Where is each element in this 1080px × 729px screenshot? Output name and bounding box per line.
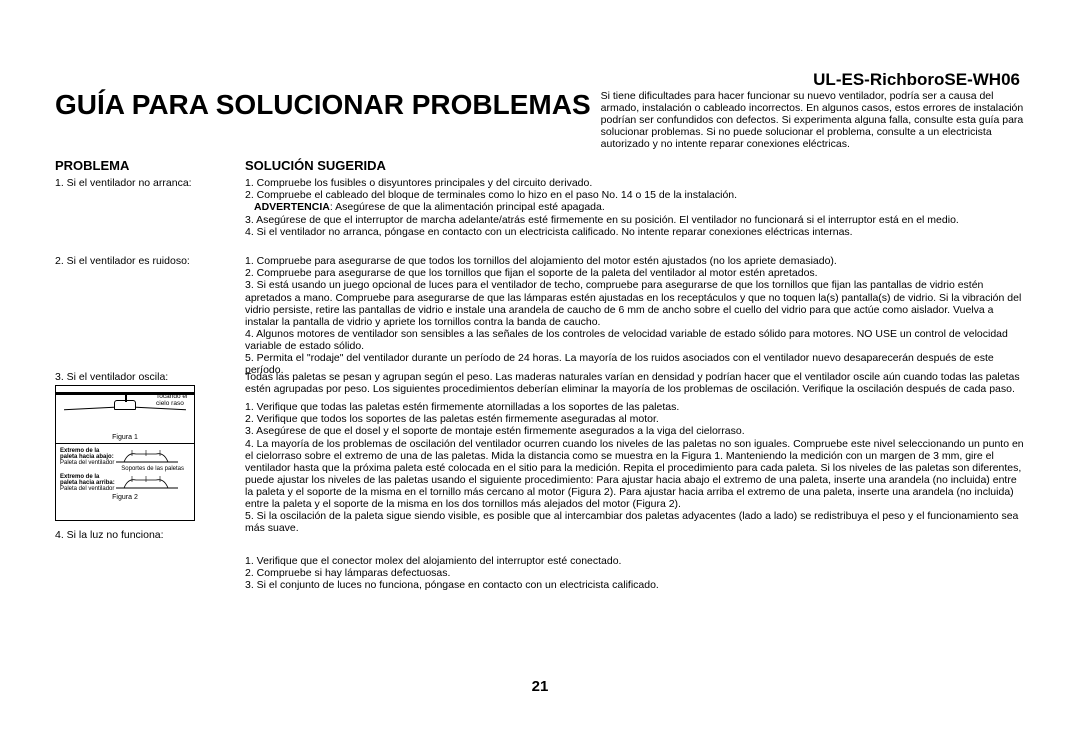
- solution-3-intro: Todas las paletas se pesan y agrupan seg…: [245, 371, 1025, 401]
- s3-line3: 3. Asegúrese de que el dosel y el soport…: [245, 425, 1025, 437]
- fan-body: [114, 400, 136, 410]
- problem-2: 2. Si el ventilador es ruidoso:: [55, 255, 245, 371]
- touching-label: Tocando el cielo raso: [156, 394, 190, 407]
- problem-1: 1. Si el ventilador no arranca:: [55, 177, 245, 255]
- brackets-text: Soportes de las paletas: [60, 466, 190, 472]
- solution-4: 1. Verifique que el conector molex del a…: [245, 555, 1025, 591]
- problem-4: 4. Si la luz no funciona:: [55, 529, 245, 541]
- figure-2-caption: Figura 2: [60, 494, 190, 501]
- fig2-brackets-label: Soportes de las paletas: [60, 466, 190, 472]
- fig2-row-up: Extremo de la paleta hacia arriba: Palet…: [60, 474, 190, 492]
- blade-left: [64, 407, 114, 411]
- bracket-up-icon: [116, 474, 178, 492]
- warning-text: : Asegúrese de que la alimentación princ…: [330, 201, 605, 213]
- s3-line1: 1. Verifique que todas las paletas estén…: [245, 401, 1025, 413]
- s2-line1: 1. Compruebe para asegurarse de que todo…: [245, 255, 1025, 267]
- problem-column: PROBLEMA 1. Si el ventilador no arranca:…: [55, 158, 245, 591]
- s1-line3: 3. Asegúrese de que el interruptor de ma…: [245, 214, 1025, 226]
- problem-3-text: 3. Si el ventilador oscila:: [55, 371, 168, 383]
- figure-1-caption: Figura 1: [56, 434, 194, 441]
- up-label: Extremo de la paleta hacia arriba: Palet…: [60, 474, 116, 492]
- up-sub: Paleta del ventilador: [60, 486, 114, 492]
- s1-line4: 4. Si el ventilador no arranca, póngase …: [245, 226, 1025, 238]
- s1-line2: 2. Compruebe el cableado del bloque de t…: [245, 189, 1025, 201]
- fig2-row-down: Extremo de la paleta hacia abajo: Paleta…: [60, 448, 190, 466]
- up-bold: Extremo de la paleta hacia arriba:: [60, 474, 115, 486]
- s2-line2: 2. Compruebe para asegurarse de que los …: [245, 267, 1025, 279]
- figure-2: Extremo de la paleta hacia abajo: Paleta…: [56, 444, 194, 520]
- model-number: UL-ES-RichboroSE-WH06: [813, 70, 1020, 90]
- s1-warning: ADVERTENCIA: Asegúrese de que la aliment…: [245, 201, 1025, 213]
- down-label: Extremo de la paleta hacia abajo: Paleta…: [60, 448, 116, 466]
- s3-line4: 4. La mayoría de los problemas de oscila…: [245, 438, 1025, 510]
- warning-label: ADVERTENCIA: [254, 201, 330, 213]
- down-bold: Extremo de la paleta hacia abajo:: [60, 448, 114, 460]
- problem-3: 3. Si el ventilador oscila: Tocando el c…: [55, 371, 245, 521]
- s1-line1: 1. Compruebe los fusibles o disyuntores …: [245, 177, 1025, 189]
- problem-header: PROBLEMA: [55, 158, 245, 173]
- intro-paragraph: Si tiene dificultades para hacer funcion…: [601, 90, 1025, 150]
- solution-1: 1. Compruebe los fusibles o disyuntores …: [245, 177, 1025, 255]
- s4-line3: 3. Si el conjunto de luces no funciona, …: [245, 579, 1025, 591]
- s3-line5: 5. Si la oscilación de la paleta sigue s…: [245, 510, 1025, 534]
- header-row: GUÍA PARA SOLUCIONAR PROBLEMAS Si tiene …: [55, 90, 1025, 150]
- s2-line3: 3. Si está usando un juego opcional de l…: [245, 279, 1025, 327]
- bracket-down-icon: [116, 448, 178, 466]
- s3-line2: 2. Verifique que todos los soportes de l…: [245, 413, 1025, 425]
- figure-1: Tocando el cielo raso Figura 1: [56, 386, 194, 444]
- s3-intro: Todas las paletas se pesan y agrupan seg…: [245, 371, 1025, 395]
- solution-column: SOLUCIÓN SUGERIDA 1. Compruebe los fusib…: [245, 158, 1025, 591]
- solution-3: 1. Verifique que todas las paletas estén…: [245, 401, 1025, 547]
- page-number: 21: [532, 678, 549, 695]
- solution-2: 1. Compruebe para asegurarse de que todo…: [245, 255, 1025, 371]
- blade-right: [136, 407, 186, 411]
- content-columns: PROBLEMA 1. Si el ventilador no arranca:…: [55, 158, 1025, 591]
- solution-header: SOLUCIÓN SUGERIDA: [245, 158, 1025, 173]
- s4-line1: 1. Verifique que el conector molex del a…: [245, 555, 1025, 567]
- diagram-box: Tocando el cielo raso Figura 1 Extremo d…: [55, 385, 195, 521]
- s2-line4: 4. Algunos motores de ventilador son sen…: [245, 328, 1025, 352]
- page-title: GUÍA PARA SOLUCIONAR PROBLEMAS: [55, 90, 591, 121]
- s4-line2: 2. Compruebe si hay lámparas defectuosas…: [245, 567, 1025, 579]
